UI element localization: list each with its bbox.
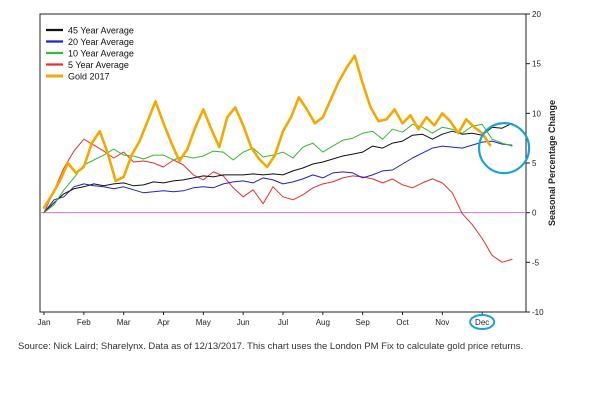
gold-seasonality-chart: 20 15 10 5 0 -5 -10 Jan Feb Mar Apr May Jun Jul Aug Se… xyxy=(38,10,557,330)
x-tick-label: May xyxy=(196,318,211,327)
legend-label: Gold 2017 xyxy=(68,72,110,82)
series-line-20-year-average xyxy=(43,140,513,214)
y-axis-title: Seasonal Percentage Change xyxy=(547,100,557,226)
x-tick-label: Nov xyxy=(435,318,449,327)
x-tick-label: Mar xyxy=(117,318,131,327)
series-line-10-year-average xyxy=(43,123,513,214)
highlight-circle xyxy=(477,122,531,175)
x-tick-label: Oct xyxy=(396,318,409,327)
y-tick-label: -10 xyxy=(532,308,544,317)
y-tick-label: 5 xyxy=(532,159,537,168)
series-line-gold-2017 xyxy=(42,54,492,209)
x-tick-label: Jan xyxy=(38,318,51,327)
y-tick-label: 0 xyxy=(532,209,537,218)
y-tick-label: 20 xyxy=(532,10,541,19)
legend-label: 20 Year Average xyxy=(68,37,134,47)
y-tick-label: 15 xyxy=(532,60,541,69)
x-tick-label: Dec xyxy=(475,318,489,327)
legend-label: 45 Year Average xyxy=(68,26,134,36)
series-line-5-year-average xyxy=(43,138,513,263)
x-tick-label: Feb xyxy=(77,318,91,327)
series-line-45-year-average xyxy=(43,122,513,214)
legend-label: 5 Year Average xyxy=(68,60,129,70)
x-tick-label: Jul xyxy=(278,318,288,327)
dec-highlight-oval xyxy=(469,314,496,330)
x-tick-label: Apr xyxy=(157,318,170,327)
x-tick-label: Aug xyxy=(316,318,330,327)
y-tick-label: 10 xyxy=(532,109,541,118)
x-tick-label: Sep xyxy=(356,318,371,327)
plot-area xyxy=(39,13,527,313)
legend-label: 10 Year Average xyxy=(68,49,134,59)
y-tick-label: -5 xyxy=(532,258,540,267)
source-note: Source: Nick Laird; Sharelynx. Data as o… xyxy=(18,341,524,352)
x-tick-label: Jun xyxy=(237,318,250,327)
